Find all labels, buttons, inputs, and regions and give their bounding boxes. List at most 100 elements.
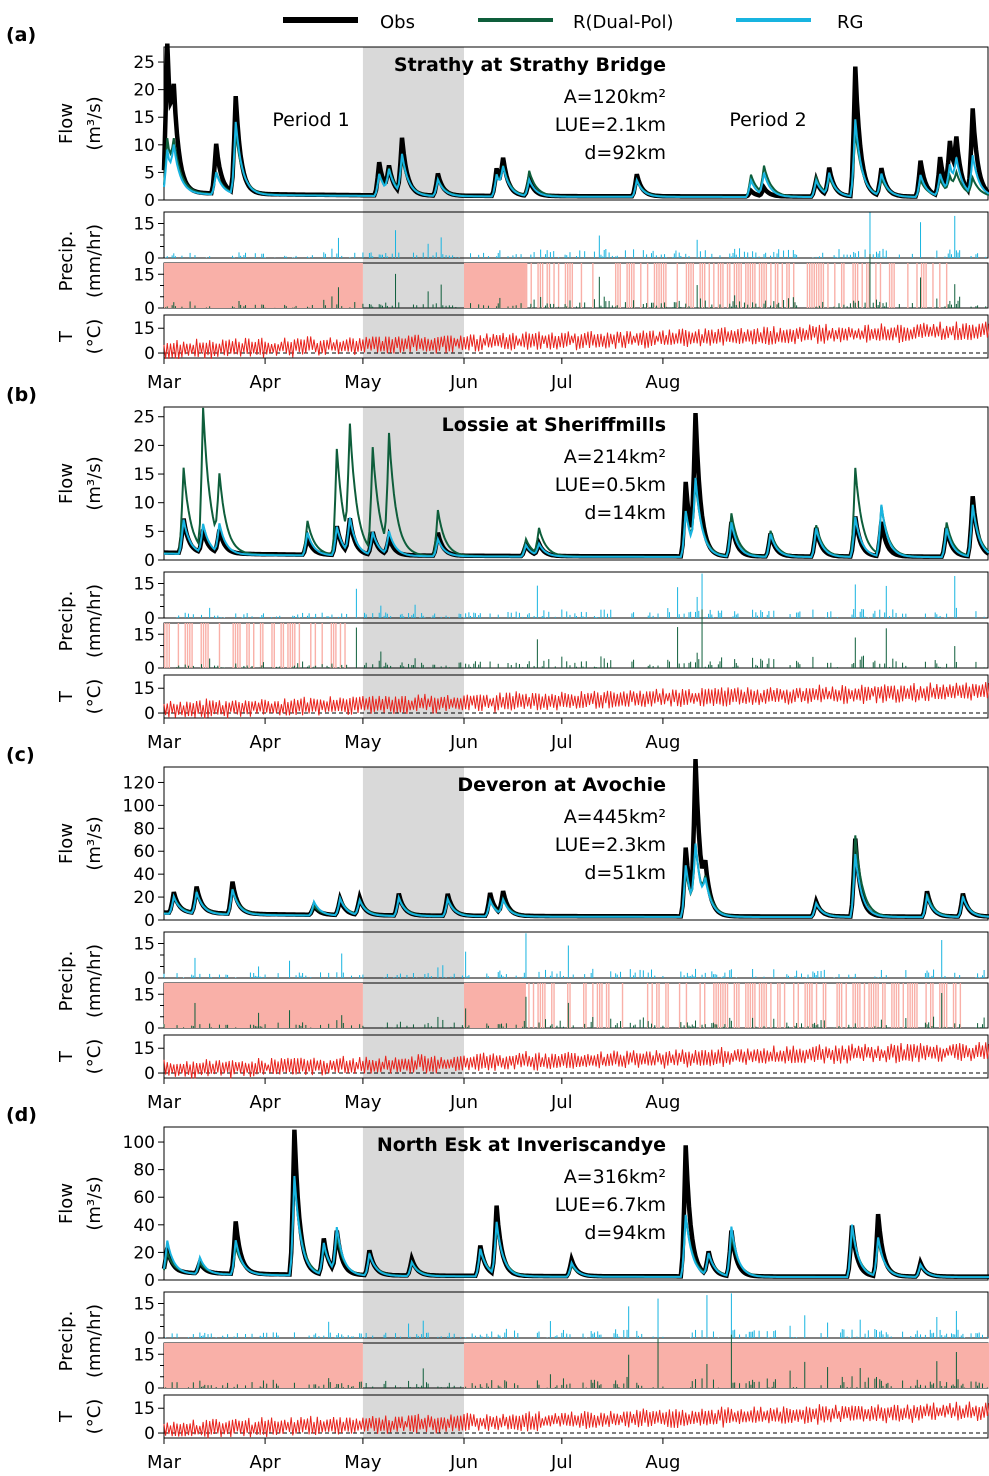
missing-band	[601, 983, 603, 1028]
missing-band	[809, 983, 811, 1028]
missing-band	[824, 983, 827, 1028]
precip-tick-label: 15	[133, 215, 155, 235]
missing-band	[339, 623, 342, 668]
missing-band	[546, 263, 548, 308]
temp-tick-label: 0	[144, 1064, 155, 1084]
missing-band	[287, 623, 289, 668]
missing-band	[332, 623, 335, 668]
temp-axis-units: (°C)	[84, 679, 105, 715]
missing-band	[763, 983, 765, 1028]
flow-tick-label: 0	[144, 911, 155, 931]
missing-band	[633, 263, 635, 308]
panel-label: (d)	[6, 1104, 37, 1126]
missing-band	[207, 623, 209, 668]
flow-axis-units: (m³/s)	[84, 816, 105, 870]
missing-band	[793, 983, 795, 1028]
missing-band	[701, 263, 704, 308]
precip-axis-units: (mm/hr)	[84, 584, 105, 658]
flow-tick-label: 20	[133, 81, 155, 101]
flow-axis-units: (m³/s)	[84, 96, 105, 150]
missing-band	[537, 983, 539, 1028]
precip-tick-label: 0	[144, 969, 155, 989]
temp-tick-label: 15	[133, 679, 155, 699]
missing-band	[553, 263, 555, 308]
dualpol-missing-bands	[164, 1343, 989, 1388]
missing-band	[662, 263, 665, 308]
missing-band	[779, 983, 781, 1028]
missing-band	[630, 263, 633, 308]
rg-flow-line	[164, 843, 989, 919]
missing-band	[820, 263, 822, 308]
precip-tick-label: 0	[144, 1019, 155, 1039]
missing-band	[827, 263, 829, 308]
missing-band	[916, 983, 918, 1028]
temperature-line	[163, 321, 989, 359]
flow-axis-units: (m³/s)	[84, 1176, 105, 1230]
missing-band	[653, 263, 656, 308]
missing-band	[877, 983, 879, 1028]
flow-tick-label: 10	[133, 136, 155, 156]
missing-band	[310, 623, 312, 668]
missing-band	[177, 623, 180, 668]
missing-band	[532, 983, 535, 1028]
missing-band	[733, 983, 736, 1028]
missing-band	[920, 263, 923, 308]
missing-band	[537, 263, 539, 308]
missing-band	[571, 263, 574, 308]
missing-band	[845, 983, 847, 1028]
temp-axis-title: T	[56, 1410, 77, 1423]
period-1-label: Period 1	[272, 109, 349, 131]
missing-band	[646, 263, 649, 308]
missing-band	[916, 263, 918, 308]
missing-band	[923, 263, 925, 308]
subplot-frame	[163, 1126, 989, 1281]
missing-band	[262, 623, 264, 668]
missing-band	[729, 263, 731, 308]
missing-band	[902, 983, 904, 1028]
missing-band	[945, 983, 948, 1028]
missing-band	[786, 263, 788, 308]
missing-band	[246, 623, 248, 668]
missing-band	[164, 983, 363, 1028]
missing-band	[893, 263, 895, 308]
rg-flow-line	[164, 477, 989, 559]
flow-tick-label: 15	[133, 108, 155, 128]
rg-precip-bars	[165, 1293, 988, 1338]
missing-band	[237, 623, 239, 668]
rg-flow-line	[163, 1175, 989, 1279]
precip-tick-label: 0	[144, 609, 155, 629]
missing-band	[678, 983, 681, 1028]
missing-band	[861, 263, 863, 308]
missing-band	[854, 263, 857, 308]
missing-band	[713, 983, 715, 1028]
month-label: Jul	[550, 732, 573, 753]
missing-band	[569, 983, 571, 1028]
missing-band	[685, 983, 688, 1028]
flow-tick-label: 0	[144, 1271, 155, 1291]
dualpol-flow-line	[163, 129, 989, 198]
month-label: May	[344, 732, 382, 753]
precip-tick-label: 0	[144, 249, 155, 269]
precip-tick-label: 15	[133, 625, 155, 645]
flow-axis-title: Flow	[56, 463, 77, 504]
dualpol-missing-bands	[164, 623, 346, 668]
missing-band	[314, 623, 317, 668]
missing-band	[804, 983, 806, 1028]
missing-band	[715, 983, 717, 1028]
missing-band	[740, 263, 742, 308]
missing-band	[925, 263, 927, 308]
flow-tick-label: 60	[133, 842, 155, 862]
missing-band	[164, 263, 363, 308]
dualpol-precip-bars	[165, 254, 987, 308]
month-label: May	[344, 372, 382, 393]
precip-tick-label: 0	[144, 299, 155, 319]
dualpol-missing-bands	[164, 263, 948, 308]
missing-band	[884, 983, 886, 1028]
missing-band	[184, 623, 186, 668]
rg-flow-line	[163, 119, 989, 199]
missing-band	[528, 983, 530, 1028]
missing-band	[676, 263, 679, 308]
missing-band	[280, 623, 282, 668]
missing-band	[690, 263, 692, 308]
